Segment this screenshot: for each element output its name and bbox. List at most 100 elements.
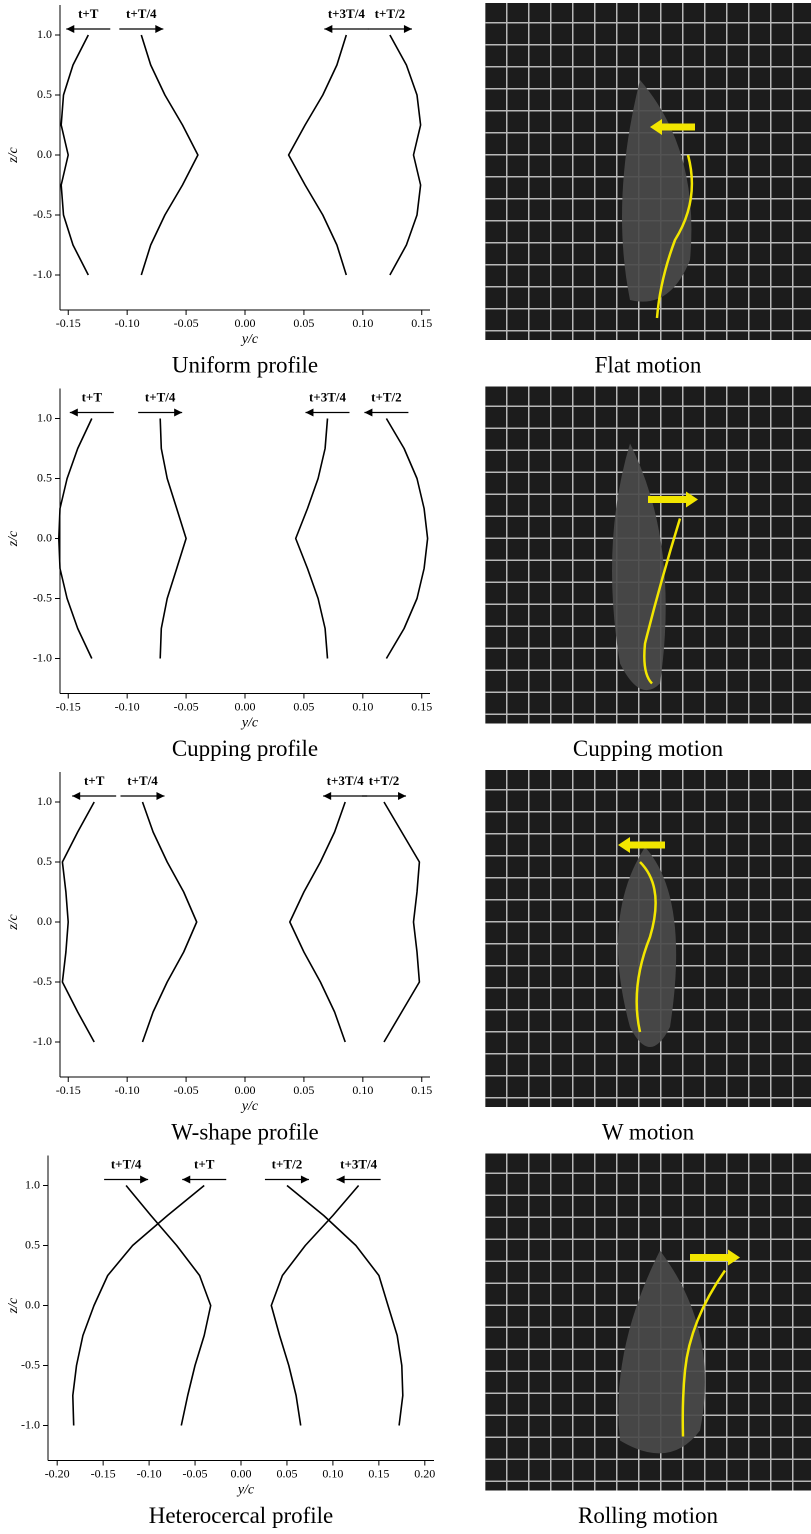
profile-line [61,801,95,1043]
photo [485,386,811,724]
fin-curve [635,861,657,1033]
x-tick-label: 0.05 [276,1466,297,1480]
y-tick-label: -1.0 [33,1034,52,1048]
x-tick-label: -0.05 [174,699,199,713]
fish [612,443,666,691]
x-axis-label: y/c [240,1099,259,1114]
profile-line [140,34,199,276]
photo-arrow-head [686,491,698,508]
y-tick-label: 1.0 [37,27,52,41]
x-tick-label: 0.15 [411,1083,432,1097]
y-tick-label: -0.5 [33,590,52,604]
arrow-head [305,408,314,417]
series-label: t+T/2 [371,389,402,404]
arrow-head [174,408,183,417]
y-tick-label: 0.5 [37,470,52,484]
y-tick-label: 0.0 [37,914,52,928]
fin-curve [643,518,682,685]
y-tick-label: 1.0 [37,410,52,424]
y-tick-label: -1.0 [33,267,52,281]
y-tick-label: -1.0 [21,1417,40,1431]
profile-line [141,801,198,1043]
x-tick-label: 0.10 [352,316,373,330]
x-tick-label: 0.05 [293,316,314,330]
photo-caption: Cupping motion [573,736,724,761]
arrow-head [403,25,412,33]
x-tick-label: 0.10 [322,1466,343,1480]
profile-line [159,418,187,659]
arrow-head [156,792,165,800]
profile-line [58,418,93,659]
photo-arrow-head [618,837,630,853]
arrow-head [364,408,373,417]
y-axis-label: z/c [6,913,21,930]
series-label: t+T/4 [145,389,176,404]
arrow-head [323,792,332,800]
profile-line [383,801,421,1043]
y-axis-label: z/c [6,1297,21,1314]
profile-line [125,1184,212,1426]
x-tick-label: -0.20 [45,1466,70,1480]
photo [485,3,811,340]
y-tick-label: 0.5 [25,1237,40,1251]
x-tick-label: -0.15 [56,316,81,330]
x-tick-label: 0.00 [235,699,256,713]
series-label: t+T [78,6,99,21]
x-tick-label: -0.05 [183,1466,208,1480]
series-label: t+3T/4 [309,389,347,404]
series-label: t+T/2 [369,773,400,788]
y-tick-label: 0.0 [37,147,52,161]
x-tick-label: 0.15 [411,699,432,713]
arrow-head [66,25,75,33]
x-tick-label: 0.10 [352,1083,373,1097]
panel: -0.20 -0.15 -0.10 -0.05 0.00 0.05 0.10 0.15 0.20… [6,1153,811,1528]
series-label: t+3T/4 [340,1156,378,1171]
series-label: t+T [194,1156,215,1171]
arrow-head [300,1175,309,1184]
arrow-head [140,1175,149,1184]
x-axis-label: y/c [240,716,259,731]
profile-line [72,1184,205,1426]
chart-caption: W-shape profile [171,1119,319,1144]
series-label: t+T/2 [272,1156,303,1171]
x-tick-label: -0.10 [115,699,140,713]
series-label: t+T/4 [126,6,157,21]
x-tick-label: 0.00 [235,316,256,330]
fish [622,80,692,302]
arrow-head [398,792,407,800]
x-tick-label: 0.00 [235,1083,256,1097]
profile-line [60,34,90,276]
series-label: t+3T/4 [327,773,365,788]
series-label: t+T [84,773,105,788]
y-tick-label: 0.5 [37,87,52,101]
fin-curve [681,1269,727,1437]
y-tick-label: 0.0 [37,530,52,544]
profile-line [385,418,429,659]
series-label: t+T/4 [111,1156,142,1171]
arrow-head [324,25,333,33]
profile-line [270,1184,360,1426]
x-tick-label: -0.15 [91,1466,116,1480]
x-tick-label: 0.15 [368,1466,389,1480]
chart-caption: Cupping profile [172,736,318,761]
photo [485,1153,811,1491]
profile-line [287,34,348,276]
arrow-head [69,408,78,417]
y-tick-label: 1.0 [37,794,52,808]
fin-curve [655,154,694,319]
profile-line [289,801,346,1043]
photo-caption: Rolling motion [578,1503,718,1528]
y-tick-label: -0.5 [33,207,52,221]
x-tick-label: -0.10 [115,1083,140,1097]
x-tick-label: 0.10 [352,699,373,713]
series-label: t+T [82,389,103,404]
x-tick-label: 0.05 [293,1083,314,1097]
y-axis-label: z/c [6,146,21,163]
photo-arrow-head [650,119,662,135]
photo-caption: Flat motion [595,352,702,377]
series-label: t+T/2 [375,6,406,21]
y-tick-label: 0.0 [25,1297,40,1311]
profile-line [286,1184,404,1426]
series-label: t+T/4 [127,773,158,788]
y-tick-label: -0.5 [33,974,52,988]
